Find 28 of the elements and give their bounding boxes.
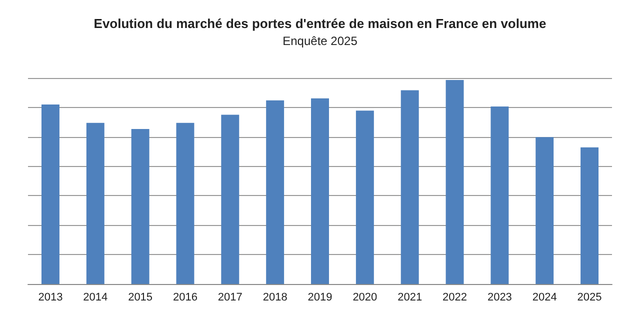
x-tick-label: 2019	[308, 292, 332, 304]
bar	[580, 147, 599, 284]
x-tick-label: 2017	[218, 292, 242, 304]
x-tick-label: 2025	[577, 292, 602, 304]
bar	[356, 110, 374, 284]
bar	[131, 128, 150, 284]
x-tick-label: 2020	[352, 292, 378, 304]
bar	[311, 98, 329, 284]
bar	[86, 122, 104, 284]
chart-title: Evolution du marché des portes d'entrée de maison en France en volume	[94, 16, 546, 31]
x-tick-label: 2015	[128, 292, 153, 304]
bar	[536, 137, 554, 284]
bar	[400, 90, 419, 284]
bar	[266, 100, 284, 284]
bar	[41, 104, 60, 284]
x-tick-label: 2021	[398, 292, 422, 304]
bar	[490, 106, 509, 284]
bar	[176, 122, 194, 284]
x-tick-label: 2018	[262, 292, 288, 304]
chart-subtitle: Enquête 2025	[282, 34, 358, 48]
x-tick-label: 2016	[172, 292, 198, 304]
x-tick-label: 2022	[442, 292, 468, 304]
x-tick-label: 2024	[532, 292, 557, 304]
x-tick-label: 2013	[38, 292, 63, 304]
bar	[446, 80, 464, 284]
x-tick-label: 2023	[487, 292, 512, 304]
bar	[221, 114, 240, 284]
x-tick-label: 2014	[83, 292, 108, 304]
